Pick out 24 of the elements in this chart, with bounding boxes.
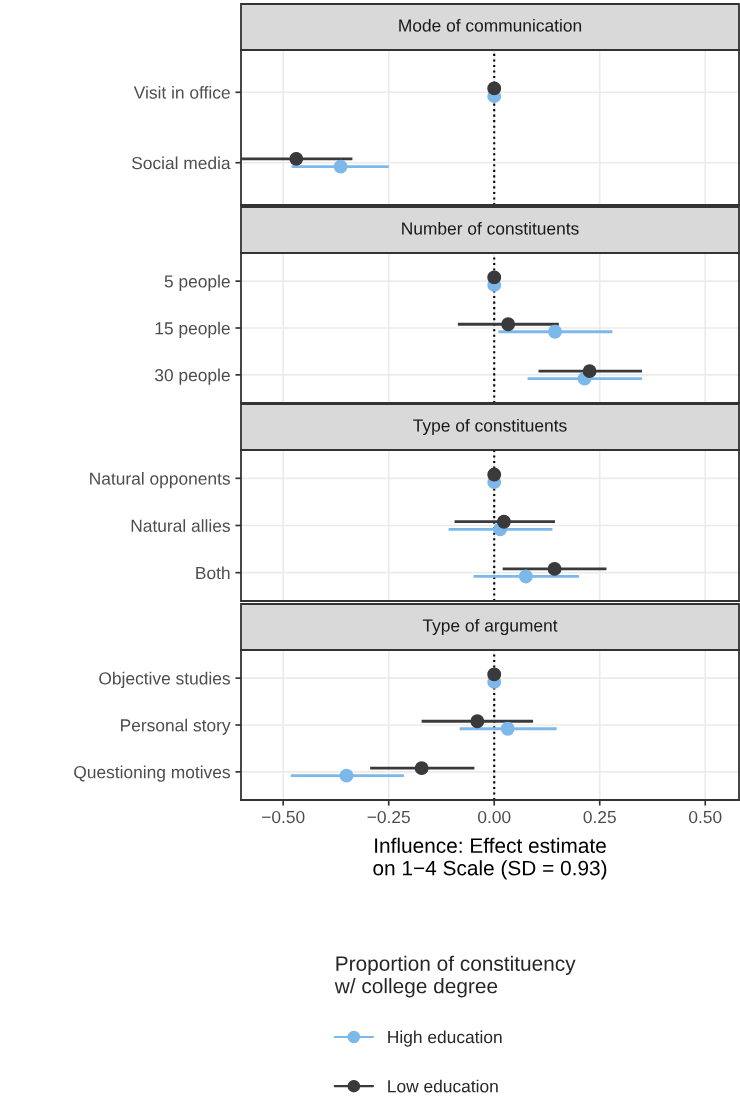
x-tick-label: 0.00 bbox=[478, 810, 511, 824]
y-tick-label: Personal story bbox=[121, 718, 231, 735]
chart-title: Number of constituents bbox=[402, 221, 579, 235]
x-tick-label: −0.50 bbox=[262, 810, 305, 824]
y-tick-label: Both bbox=[196, 566, 230, 580]
y-tick-label: Objective studies bbox=[99, 671, 230, 689]
x-tick-label: −0.25 bbox=[367, 810, 410, 824]
chart-title: Type of argument bbox=[422, 618, 558, 636]
chart-title: Type of constituents bbox=[413, 418, 567, 436]
x-tick-label: 0.25 bbox=[583, 810, 616, 824]
y-tick-label: Natural opponents bbox=[90, 472, 230, 489]
y-tick-label: 5 people bbox=[164, 274, 230, 292]
y-tick-label: Questioning motives bbox=[74, 765, 230, 782]
legend-title: Proportion of constituency w/ college degree bbox=[334, 955, 576, 998]
x-tick-label: 0.50 bbox=[689, 810, 722, 824]
y-tick-label: 15 people bbox=[155, 321, 230, 338]
x-axis-title: Influence: Effect estimate on 1−4 Scale (SD = 0.93) bbox=[373, 837, 607, 880]
legend-label: High education bbox=[388, 1030, 502, 1047]
y-tick-label: 30 people bbox=[154, 368, 230, 385]
y-tick-label: Visit in office bbox=[133, 85, 230, 99]
y-tick-label: Social media bbox=[131, 156, 231, 170]
chart-title: Mode of communication bbox=[399, 18, 582, 32]
y-tick-label: Natural allies bbox=[131, 519, 230, 532]
legend-label: Low education bbox=[388, 1079, 498, 1093]
